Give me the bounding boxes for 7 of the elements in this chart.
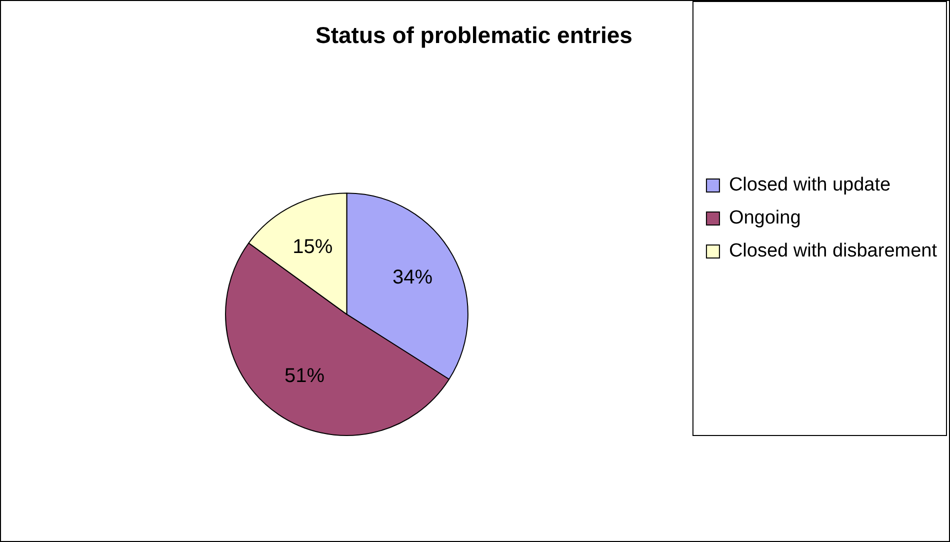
legend-label: Ongoing	[728, 208, 801, 229]
data-label: 15%	[292, 236, 333, 258]
data-label: 34%	[392, 266, 433, 289]
legend-label: Closed with update	[728, 174, 891, 196]
legend-label: Closed with disbarement	[728, 240, 938, 262]
chart-title: Status of problematic entries	[316, 22, 632, 48]
data-label: 51%	[284, 364, 325, 387]
